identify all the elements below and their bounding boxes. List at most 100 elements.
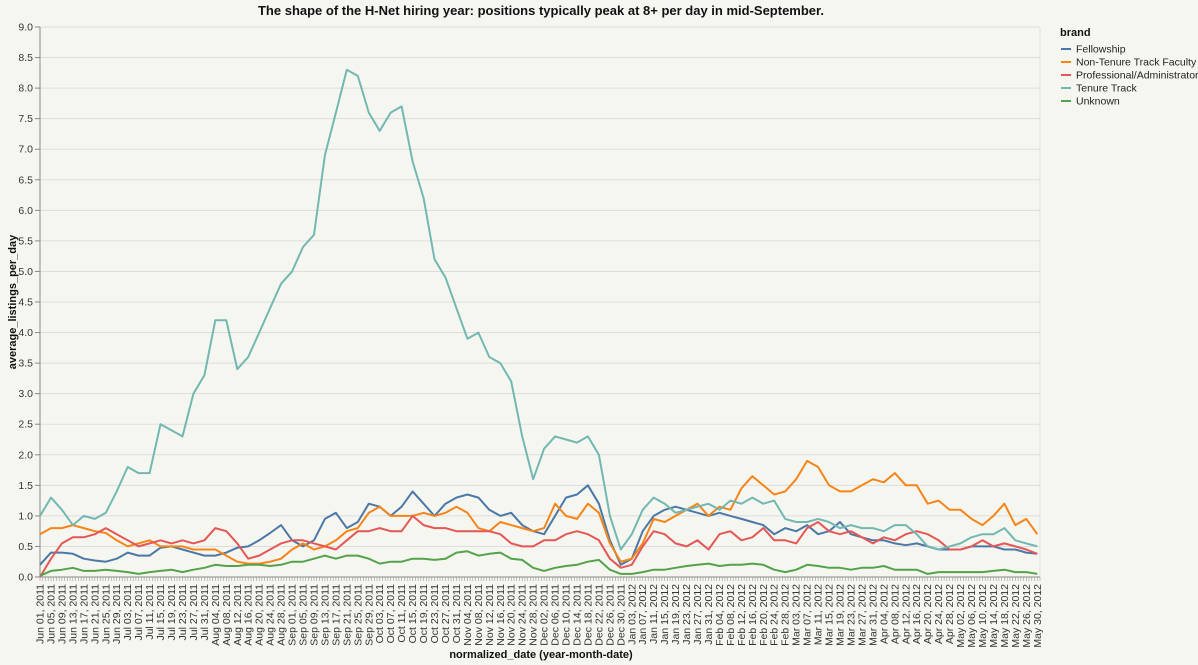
x-tick-label: Oct 07, 2011 <box>385 584 397 644</box>
y-axis-title: average_listings_per_day <box>7 234 19 369</box>
x-tick-label: Aug 20, 2011 <box>254 584 266 646</box>
x-tick-label: May 22, 2012 <box>1010 584 1022 648</box>
y-tick-label: 9.0 <box>18 22 33 34</box>
x-tick-label: Jul 11, 2011 <box>144 584 156 640</box>
x-tick-label: Oct 31, 2011 <box>451 584 463 644</box>
x-tick-label: Jan 31, 2012 <box>703 584 715 645</box>
x-tick-label: Jan 11, 2012 <box>648 584 660 644</box>
x-tick-label: Jul 19, 2011 <box>166 584 178 641</box>
y-tick-label: 6.5 <box>18 174 33 186</box>
x-tick-label: Mar 19, 2012 <box>835 584 847 646</box>
y-tick-label: 8.5 <box>18 52 33 64</box>
x-tick-label: Sep 25, 2011 <box>352 584 364 646</box>
y-tick-label: 0.5 <box>18 541 33 553</box>
x-tick-label: Jan 15, 2012 <box>659 584 671 645</box>
x-tick-label: Sep 01, 2011 <box>287 584 299 646</box>
x-tick-label: Nov 16, 2011 <box>495 584 507 646</box>
x-tick-label: Jul 23, 2011 <box>177 584 189 641</box>
x-tick-label: Aug 12, 2011 <box>232 584 244 646</box>
x-tick-label: Jan 07, 2012 <box>637 584 649 645</box>
x-tick-label: Jan 19, 2012 <box>670 584 682 645</box>
legend-label: Fellowship <box>1076 44 1126 56</box>
x-tick-label: May 18, 2012 <box>999 584 1011 648</box>
y-tick-label: 0.0 <box>18 572 33 584</box>
legend-label: Tenure Track <box>1076 83 1137 95</box>
x-tick-label: Dec 02, 2011 <box>539 584 551 646</box>
chart-title: The shape of the H-Net hiring year: posi… <box>258 3 824 18</box>
y-tick-label: 5.5 <box>18 235 33 247</box>
x-tick-label: Oct 19, 2011 <box>418 584 430 644</box>
y-tick-label: 1.5 <box>18 480 33 492</box>
series-line-non-tenure-track-faculty <box>39 459 1039 565</box>
x-tick-label: Feb 24, 2012 <box>769 584 781 646</box>
x-tick-label: Sep 17, 2011 <box>330 584 342 646</box>
x-axis-title: normalized_date (year-month-date) <box>449 649 633 661</box>
y-tick-label: 7.0 <box>18 144 33 156</box>
x-tick-label: Jul 31, 2011 <box>199 584 211 641</box>
x-tick-label: Nov 24, 2011 <box>517 584 529 646</box>
x-tick-label: Apr 20, 2012 <box>922 584 934 644</box>
series-line-fellowship <box>39 484 1038 566</box>
x-tick-label: Jan 03, 2012 <box>626 584 638 645</box>
y-tick-label: 3.5 <box>18 358 33 370</box>
x-tick-label: Apr 24, 2012 <box>933 584 945 644</box>
x-tick-label: Aug 08, 2011 <box>221 584 233 646</box>
x-tick-label: Mar 15, 2012 <box>824 584 836 646</box>
x-tick-label: Nov 28, 2011 <box>528 584 540 646</box>
legend-label: Professional/Administrator <box>1076 70 1198 82</box>
x-tick-label: Sep 13, 2011 <box>319 584 331 646</box>
x-tick-label: Mar 11, 2012 <box>813 584 825 645</box>
x-tick-label: Jan 23, 2012 <box>681 584 693 645</box>
x-tick-label: Jul 07, 2011 <box>133 584 145 641</box>
y-tick-label: 2.5 <box>18 419 33 431</box>
legend-title: brand <box>1060 27 1091 39</box>
x-tick-label: Mar 31, 2012 <box>867 584 879 646</box>
x-tick-label: May 10, 2012 <box>977 584 989 648</box>
x-tick-label: May 02, 2012 <box>955 584 967 648</box>
x-tick-label: Apr 04, 2012 <box>878 584 890 644</box>
x-tick-label: Nov 20, 2011 <box>506 584 518 646</box>
x-tick-label: Dec 18, 2011 <box>582 584 594 646</box>
x-tick-label: Oct 03, 2011 <box>374 584 386 644</box>
x-tick-label: Dec 30, 2011 <box>615 584 627 646</box>
x-tick-label: Aug 16, 2011 <box>243 584 255 646</box>
x-tick-label: May 14, 2012 <box>988 584 1000 648</box>
x-tick-label: Jun 13, 2011 <box>67 584 79 644</box>
x-tick-label: Aug 28, 2011 <box>276 584 288 646</box>
x-tick-label: Mar 07, 2012 <box>802 584 814 646</box>
legend-label: Non-Tenure Track Faculty <box>1076 57 1197 69</box>
x-tick-label: May 06, 2012 <box>966 584 978 648</box>
x-tick-label: Nov 08, 2011 <box>473 584 485 646</box>
x-tick-label: Oct 11, 2011 <box>396 584 408 643</box>
x-tick-label: Sep 05, 2011 <box>298 584 310 646</box>
x-tick-label: Jun 25, 2011 <box>100 584 112 644</box>
x-tick-label: Mar 03, 2012 <box>791 584 803 646</box>
y-tick-label: 4.0 <box>18 327 33 339</box>
x-tick-label: Aug 04, 2011 <box>210 584 222 646</box>
x-tick-label: Feb 04, 2012 <box>714 584 726 646</box>
x-tick-label: Feb 12, 2012 <box>736 584 748 646</box>
x-tick-label: Oct 15, 2011 <box>407 584 419 644</box>
y-tick-label: 2.0 <box>18 449 33 461</box>
x-tick-label: May 30, 2012 <box>1032 584 1044 648</box>
x-tick-label: Sep 09, 2011 <box>308 584 320 646</box>
x-tick-label: Jan 27, 2012 <box>692 584 704 645</box>
y-tick-label: 1.0 <box>18 510 33 522</box>
x-tick-label: Nov 04, 2011 <box>462 584 474 646</box>
y-tick-label: 7.5 <box>18 113 33 125</box>
x-tick-label: Nov 12, 2011 <box>484 584 496 646</box>
x-tick-label: Jul 03, 2011 <box>122 584 134 641</box>
series-line-professional-administrator <box>39 514 1038 578</box>
x-tick-label: Jun 05, 2011 <box>45 584 57 644</box>
x-tick-label: Dec 22, 2011 <box>593 584 605 646</box>
x-tick-label: Dec 10, 2011 <box>561 584 573 646</box>
y-tick-label: 6.0 <box>18 205 33 217</box>
x-tick-label: Feb 08, 2012 <box>725 584 737 646</box>
x-tick-label: Apr 28, 2012 <box>944 584 956 644</box>
x-tick-label: Jun 09, 2011 <box>56 584 68 644</box>
x-tick-label: Apr 16, 2012 <box>911 584 923 644</box>
x-tick-label: Sep 29, 2011 <box>363 584 375 646</box>
series-line-unknown <box>39 550 1038 577</box>
